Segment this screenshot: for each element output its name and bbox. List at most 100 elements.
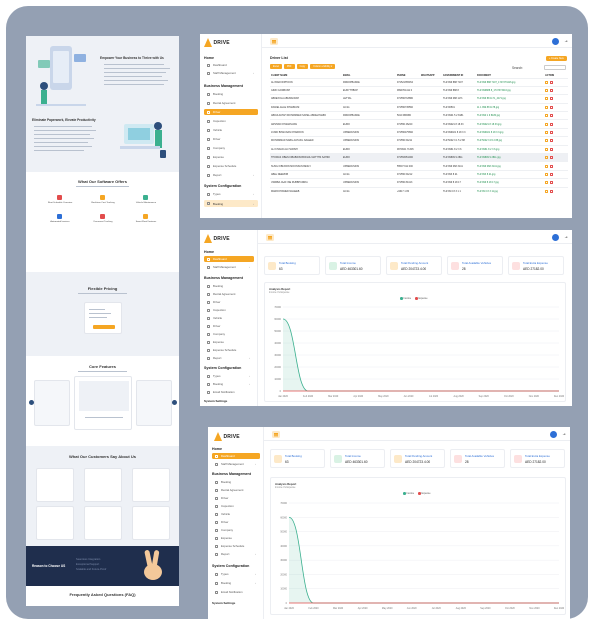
table-cell[interactable]: TLR 9961 8 2 3 6.jpg — [476, 144, 544, 154]
edit-icon[interactable] — [545, 122, 548, 126]
sidebar-item-staff[interactable]: Staff Management › — [204, 264, 254, 270]
sidebar-item-inspection[interactable]: Inspection — [204, 307, 254, 313]
legend-item[interactable]: Expense — [418, 492, 431, 495]
language-toggle[interactable]: عـ — [562, 432, 566, 436]
delete-icon[interactable] — [550, 122, 553, 126]
table-row[interactable]: ARSHAD KHAMANIJAN EURO 971550 46220 TLR 990… — [270, 119, 568, 129]
edit-icon[interactable] — [545, 89, 548, 93]
delete-icon[interactable] — [550, 189, 553, 193]
column-header[interactable]: DOCUMENT — [477, 73, 491, 77]
stat-card[interactable]: Total Income AED 463301.60 — [325, 256, 381, 275]
sidebar-item-company[interactable]: Company — [204, 145, 258, 151]
sidebar-item-expense-schedule[interactable]: Expense Schedule — [204, 347, 254, 353]
language-toggle[interactable]: عـ — [564, 39, 568, 43]
sidebar-item-vehicle[interactable]: Vehicle — [204, 315, 254, 321]
copy-button[interactable]: Copy — [296, 64, 309, 69]
sidebar-item-dashboard[interactable]: Dashboard — [212, 453, 260, 459]
carousel-prev-icon[interactable] — [29, 400, 34, 405]
table-cell[interactable]: TLR 999021 8 18 3 3.jpg — [476, 127, 544, 137]
sidebar-item-email[interactable]: Email Notification — [212, 589, 260, 595]
delete-icon[interactable] — [550, 147, 553, 151]
table-row[interactable]: ABEL DEEMOB AC1G 971550 64212 TLR 993 8 21 T… — [270, 169, 568, 179]
edit-icon[interactable] — [545, 97, 548, 101]
table-cell[interactable]: 11 1 999 88 1178.jpg — [476, 102, 544, 112]
sidebar-item-driver[interactable]: Driver — [204, 109, 258, 115]
sidebar-item-inspection[interactable]: Inspection — [212, 503, 260, 509]
sidebar-item-booking[interactable]: Booking — [204, 283, 254, 289]
table-row[interactable]: ALI BADI RIPHOON RDNOPBAKDE 971521355454 TL… — [270, 77, 568, 87]
user-avatar[interactable] — [552, 37, 559, 45]
sidebar-item-report[interactable]: Report › — [212, 551, 260, 557]
menu-toggle-icon[interactable] — [266, 234, 274, 241]
column-visibility-button[interactable]: Column visibility ▾ — [310, 64, 336, 69]
sidebar-item-report[interactable]: Report › — [204, 172, 258, 178]
sidebar-item-inspection[interactable]: Inspection — [204, 118, 258, 124]
sidebar-item-staff[interactable]: Staff Management › — [212, 461, 260, 467]
table-row[interactable]: SUNG KIBIJORN MOONSUN BESLY UPREDUNION 555… — [270, 161, 568, 171]
sidebar-item-vehicle[interactable]: Vehicle — [204, 127, 258, 133]
sidebar-item-booking-config[interactable]: Booking › — [212, 580, 260, 586]
search-input[interactable] — [544, 65, 566, 70]
column-header[interactable]: EMAIL — [343, 73, 351, 77]
language-toggle[interactable]: عـ — [564, 235, 568, 239]
edit-icon[interactable] — [545, 181, 548, 185]
delete-icon[interactable] — [550, 97, 553, 101]
delete-icon[interactable] — [550, 130, 553, 134]
table-cell[interactable]: TLR 993 8 21.jpg — [476, 169, 544, 179]
user-avatar[interactable] — [552, 233, 559, 241]
legend-item[interactable]: Income — [400, 297, 411, 300]
menu-toggle-icon[interactable] — [270, 38, 278, 45]
delete-icon[interactable] — [550, 105, 553, 109]
table-cell[interactable]: TLR 999 8 18 17.jpg — [476, 178, 544, 188]
sidebar-item-staff[interactable]: Staff Management › — [204, 70, 258, 76]
delete-icon[interactable] — [550, 164, 553, 168]
sidebar-item-booking-config[interactable]: Booking › — [204, 200, 258, 207]
column-header[interactable]: GOVERNMENT ID — [443, 73, 464, 77]
delete-icon[interactable] — [550, 172, 553, 176]
table-cell[interactable]: TLR 999 068 3141.jpg — [476, 161, 544, 171]
stat-card[interactable]: Total Available Vehicles 28 — [450, 449, 505, 468]
pricing-card[interactable] — [84, 302, 122, 334]
sidebar-item-booking[interactable]: Booking — [204, 91, 258, 97]
delete-icon[interactable] — [550, 114, 553, 118]
sidebar-item-expense-schedule[interactable]: Expense Schedule — [204, 163, 258, 169]
sidebar-item-dashboard[interactable]: Dashboard — [204, 256, 254, 262]
sidebar-item-types[interactable]: Types › — [212, 571, 260, 577]
sidebar-item-report[interactable]: Report › — [204, 355, 254, 361]
column-header[interactable]: CLIENT NAME — [271, 73, 288, 77]
table-cell[interactable]: TLR 999 888 7107_1747273416.jpg — [476, 77, 544, 87]
sidebar-item-email[interactable]: Email Notification — [204, 389, 254, 395]
edit-icon[interactable] — [545, 189, 548, 193]
sidebar-item-rental[interactable]: Rental Agreement — [212, 487, 260, 493]
sidebar-item-driver[interactable]: Driver — [204, 299, 254, 305]
pdf-button[interactable]: PDF — [283, 64, 295, 69]
table-row[interactable]: MOHAMMAD NABIL ALHAKIL NALEED UPREDUNION 9… — [270, 136, 568, 146]
sidebar-item-driver2[interactable]: Driver — [204, 323, 254, 329]
stat-card[interactable]: Total Pending Amount AED 204723.4.00 — [386, 256, 442, 275]
edit-icon[interactable] — [545, 147, 548, 151]
stat-card[interactable]: Total Income AED 463301.60 — [330, 449, 385, 468]
stat-card[interactable]: Total Available Vehicles 28 — [447, 256, 503, 275]
delete-icon[interactable] — [550, 139, 553, 143]
table-cell[interactable]: TLR 99021 8 18 33.jpg — [476, 119, 544, 129]
edit-icon[interactable] — [545, 139, 548, 143]
sidebar-item-vehicle[interactable]: Vehicle — [212, 511, 260, 517]
table-row[interactable]: MAROOHAMED NAGEEB AC1G +9617 1 80 TLR 99 0 … — [270, 186, 568, 196]
edit-icon[interactable] — [545, 156, 548, 160]
table-cell[interactable]: TLR 990 1 9 8180.jpg — [476, 111, 544, 120]
table-cell[interactable]: TLR 999 88 1171_4471.jpg — [476, 94, 544, 104]
edit-icon[interactable] — [545, 172, 548, 176]
legend-item[interactable]: Income — [403, 492, 414, 495]
sidebar-item-driver2[interactable]: Driver — [212, 519, 260, 525]
sidebar-item-rental[interactable]: Rental Agreement — [204, 291, 254, 297]
table-row[interactable]: ALI KHALID ALI HARISH EURO 9670641 71345 TL… — [270, 144, 568, 154]
sidebar-item-booking-config[interactable]: Booking › — [204, 381, 254, 387]
sidebar-item-types[interactable]: Types › — [204, 191, 258, 197]
delete-icon[interactable] — [550, 156, 553, 160]
column-header[interactable]: WHATSAPP — [421, 73, 435, 77]
sidebar-item-expense-schedule[interactable]: Expense Schedule — [212, 543, 260, 549]
excel-button[interactable]: Excel — [270, 64, 282, 69]
column-header[interactable]: PHONE — [397, 73, 406, 77]
sidebar-item-booking[interactable]: Booking — [212, 479, 260, 485]
delete-icon[interactable] — [550, 80, 553, 84]
